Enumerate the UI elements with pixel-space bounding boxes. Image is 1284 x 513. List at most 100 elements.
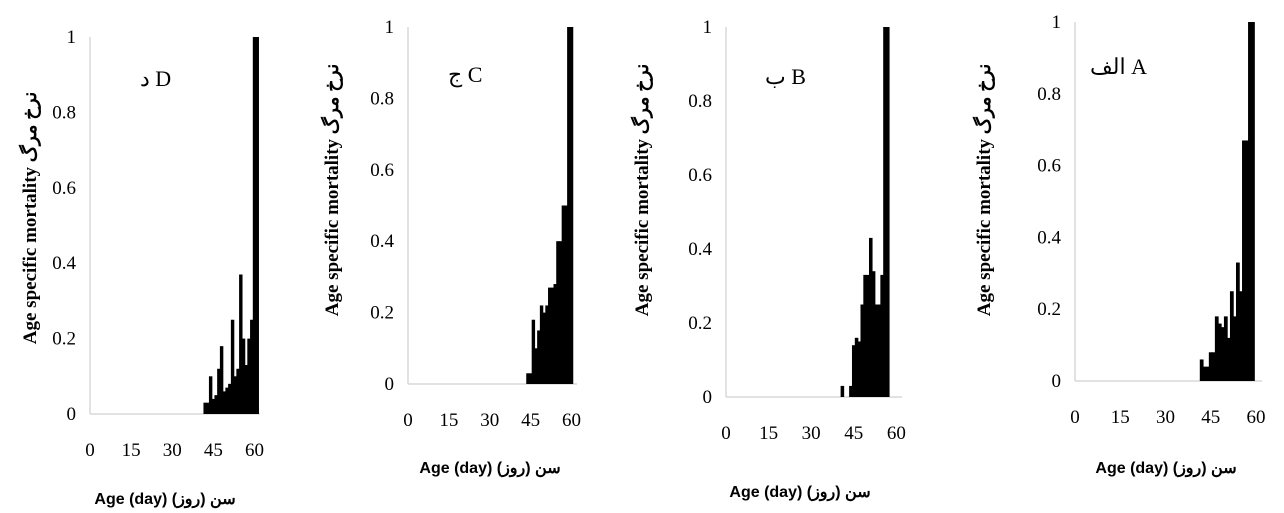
bar (1214, 316, 1219, 381)
bar (886, 27, 890, 397)
bar (1202, 366, 1207, 381)
bar (567, 27, 571, 384)
panel-c: Age specific mortality نرخ مرگ ج C Age (… (320, 17, 581, 478)
bar (869, 237, 873, 397)
y-tick-label: 0 (703, 387, 713, 408)
x-tick-label: 45 (844, 423, 863, 444)
panel-d-xlabel: Age (day) سن (روز) (94, 491, 235, 509)
y-tick-label: 0 (385, 374, 395, 395)
bar (545, 305, 549, 384)
bar (252, 37, 257, 414)
x-tick-label: 45 (521, 410, 540, 431)
x-tick-label: 0 (403, 410, 413, 431)
y-tick-label: 0 (67, 404, 77, 425)
bar (217, 368, 221, 414)
y-tick-label: 0.4 (52, 253, 76, 274)
bar (1217, 323, 1222, 381)
bar (561, 205, 566, 384)
bar (548, 287, 552, 384)
y-tick-label: 0.8 (1037, 84, 1061, 105)
y-tick-label: 1 (1052, 12, 1062, 33)
panel-d: Age specific mortality نرخ مرگ د D Age (… (18, 27, 264, 509)
y-tick-label: 0.6 (52, 178, 76, 199)
bar (1239, 291, 1243, 381)
panel-a-plot: 0 0.2 0.4 0.6 0.8 1 0 15 30 45 60 (1037, 12, 1265, 428)
y-tick-label: 0.4 (370, 231, 394, 252)
bar (1199, 359, 1204, 381)
bar (553, 284, 557, 384)
bar (556, 241, 560, 384)
panel-b-ylabel: Age specific mortality نرخ مرگ (630, 64, 653, 316)
x-tick-label: 45 (204, 440, 223, 461)
bar (564, 205, 568, 384)
x-tick-label: 30 (802, 423, 821, 444)
y-tick-label: 0.4 (688, 239, 712, 260)
bar (255, 37, 259, 414)
y-tick-label: 1 (703, 17, 713, 38)
x-tick-label: 30 (163, 440, 182, 461)
bar (1220, 327, 1225, 381)
bar (1248, 22, 1252, 381)
x-tick-label: 0 (721, 423, 731, 444)
x-tick-label: 60 (887, 423, 906, 444)
bar (233, 376, 238, 414)
bar (208, 376, 213, 414)
bar (871, 271, 876, 397)
bar (228, 383, 232, 414)
x-tick-label: 45 (1201, 407, 1220, 428)
panel-b-plot: 0 0.2 0.4 0.6 0.8 1 0 15 30 45 60 (688, 17, 906, 444)
bar (1205, 366, 1210, 381)
y-tick-label: 0.8 (52, 102, 76, 123)
bar (219, 346, 224, 414)
x-tick-label: 15 (122, 440, 141, 461)
bar (203, 402, 207, 414)
bar (1223, 316, 1228, 381)
bar (244, 364, 249, 414)
x-tick-label: 15 (759, 423, 778, 444)
panel-a-xlabel: Age (day) سن (روز) (1095, 460, 1236, 478)
bar (528, 373, 533, 384)
panel-b-label: ب B (765, 64, 806, 89)
y-tick-label: 1 (385, 17, 395, 38)
y-tick-label: 0 (1052, 371, 1062, 392)
panel-c-xlabel: Age (day) سن (روز) (419, 460, 560, 478)
bar (206, 402, 210, 414)
bar (225, 387, 229, 414)
bar (542, 312, 546, 384)
bar (883, 27, 887, 397)
bar (866, 274, 870, 397)
y-tick-label: 0.8 (688, 91, 712, 112)
y-tick-label: 0.2 (688, 313, 712, 334)
bar (857, 341, 862, 397)
bar (537, 330, 541, 384)
bar (534, 348, 538, 384)
bar (1242, 140, 1246, 381)
y-tick-label: 0.4 (1037, 227, 1061, 248)
panel-b-xlabel: Age (day) سن (روز) (729, 484, 870, 502)
y-tick-label: 0.8 (370, 88, 394, 109)
bar (241, 338, 246, 414)
bar (526, 373, 530, 384)
x-tick-label: 60 (562, 410, 581, 431)
bar (877, 304, 882, 397)
bar (1251, 22, 1255, 381)
x-tick-label: 0 (1070, 407, 1080, 428)
bar (550, 287, 555, 384)
bar (863, 274, 867, 397)
y-tick-label: 0.6 (370, 160, 394, 181)
bar (222, 391, 227, 414)
x-tick-label: 30 (1156, 407, 1175, 428)
bar (214, 395, 218, 414)
bar (239, 274, 243, 414)
bar (851, 345, 856, 397)
x-tick-label: 60 (245, 440, 264, 461)
bar (840, 385, 845, 397)
bar (854, 337, 859, 397)
bar (1226, 337, 1231, 381)
bar (860, 304, 865, 397)
y-tick-label: 0.2 (370, 303, 394, 324)
bar (539, 305, 544, 384)
bar (1232, 316, 1237, 381)
y-tick-label: 0.6 (688, 165, 712, 186)
